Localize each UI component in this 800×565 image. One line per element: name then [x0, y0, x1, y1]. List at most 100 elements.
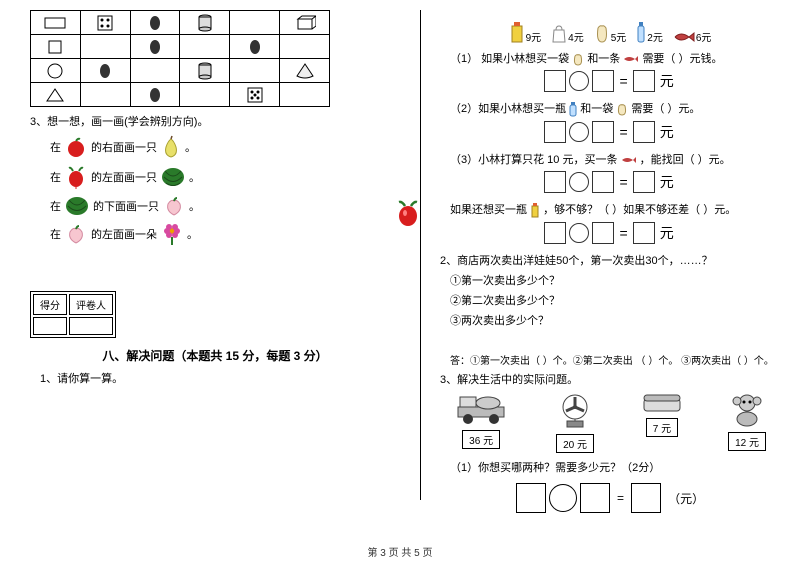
blank-box: [633, 121, 655, 143]
blank-circle: [569, 223, 589, 243]
price-label: 5元: [611, 29, 627, 44]
text-post: 的下面画一只: [93, 198, 159, 214]
table-row: [31, 59, 330, 83]
sub-question-1: 1、请你算一算。: [40, 370, 400, 386]
blank-box: [516, 483, 546, 513]
oval-icon: [97, 63, 113, 79]
period: 。: [189, 169, 200, 185]
equals-sign: =: [619, 174, 627, 190]
dice-icon: [97, 15, 113, 31]
cone-icon: [296, 63, 314, 79]
score-cell: [33, 317, 67, 335]
equation-row: = 元: [440, 70, 780, 92]
peach-icon: [163, 195, 185, 217]
blank-circle: [569, 122, 589, 142]
blank-box: [544, 121, 566, 143]
sack-icon: [572, 52, 584, 66]
price-item: 2元: [636, 20, 663, 44]
grader-header: 评卷人: [69, 294, 113, 315]
sack-icon: [594, 22, 610, 44]
unit-yuan: 元: [660, 172, 674, 192]
apple-icon: [65, 136, 87, 158]
column-divider: [420, 10, 421, 500]
pear-icon: [161, 135, 181, 159]
price-item: 4元: [551, 24, 584, 44]
fish-icon: [673, 30, 695, 44]
toy-item: 12 元: [714, 393, 780, 453]
fish-icon: [623, 54, 639, 64]
unit-yuan: 元: [660, 71, 674, 91]
equation-row: = 元: [440, 121, 780, 143]
sub-q-1-3: （3）小林打算只花 10 元，买一条 ，能找回（ ）元。: [450, 151, 780, 167]
cuboid-icon: [294, 15, 316, 31]
oval-icon: [147, 39, 163, 55]
equals-sign: =: [619, 225, 627, 241]
fruit-row: 在 的下面画一只 。: [50, 195, 400, 217]
equals-sign: =: [619, 73, 627, 89]
bag-icon: [551, 24, 567, 44]
price-label: 2元: [647, 29, 663, 44]
shape-match-table: [30, 10, 330, 107]
fan-icon: [557, 393, 593, 429]
price-item: 9元: [509, 20, 542, 44]
blank-circle: [549, 484, 577, 512]
q3-sub-1: （1）你想买哪两种？需要多少元？（2分）: [450, 459, 780, 475]
fruit-row: 在 的右面画一只 。: [50, 135, 400, 159]
equals-sign: =: [617, 491, 624, 505]
truck-icon: [456, 393, 506, 425]
left-column: 3、想一想，画一画(学会辨别方向)。 在 的右面画一只 。 在 的左面画一只 。…: [30, 10, 400, 390]
text-post: 的左面画一朵: [91, 226, 157, 242]
price-item: 6元: [673, 29, 712, 44]
toy-item: 20 元: [540, 393, 610, 453]
blank-box: [544, 70, 566, 92]
blank-box: [633, 222, 655, 244]
text-post: 的右面画一只: [91, 139, 157, 155]
q-text: 需要（ ）元。: [631, 103, 700, 115]
blank-circle: [569, 172, 589, 192]
toy-price: 20 元: [556, 434, 594, 453]
question-3: 3、解决生活中的实际问题。: [440, 371, 780, 387]
detergent-icon: [530, 202, 540, 218]
question-3-title: 3、想一想，画一画(学会辨别方向)。: [30, 113, 400, 129]
q-text: 和一袋: [580, 103, 613, 115]
page-footer: 第 3 页 共 5 页: [0, 544, 800, 559]
q-text: （2）如果小林想买一瓶: [450, 103, 566, 115]
sack-icon: [616, 102, 628, 116]
score-box: 得分评卷人: [30, 291, 116, 338]
text-pre: 在: [50, 169, 61, 185]
oval-icon: [147, 15, 163, 31]
blank-box: [592, 121, 614, 143]
q2-opt-2: ②第二次卖出多少个？: [450, 292, 780, 308]
can-icon: [198, 14, 212, 32]
blank-box: [592, 222, 614, 244]
pencil-case-icon: [642, 393, 682, 413]
blank-circle: [569, 71, 589, 91]
price-item: 5元: [594, 22, 627, 44]
blank-box: [633, 70, 655, 92]
q-text: ，够不够？（ ）如果不够还差（ ）元。: [543, 204, 736, 216]
fruit-row: 在 的左面画一只 。: [50, 165, 400, 189]
price-label: 9元: [526, 29, 542, 44]
blank-box: [544, 171, 566, 193]
dice-icon: [247, 87, 263, 103]
radish-icon: [395, 200, 421, 228]
watermelon-icon: [65, 195, 89, 217]
center-radish-graphic: [395, 200, 421, 231]
table-row: [31, 11, 330, 35]
fish-icon: [621, 155, 637, 165]
text-pre: 在: [50, 139, 61, 155]
section-8-title: 八、解决问题（本题共 15 分，每题 3 分）: [30, 347, 400, 364]
price-row: 9元 4元 5元 2元 6元: [440, 20, 780, 44]
q-text: 如果还想买一瓶: [450, 204, 527, 216]
blank-box: [580, 483, 610, 513]
q-text: 需要（ ）元钱。: [642, 53, 722, 65]
equation-row: = 元: [440, 222, 780, 244]
blank-box: [631, 483, 661, 513]
unit-yuan: 元: [660, 223, 674, 243]
q2-opt-3: ③两次卖出多少个？: [450, 312, 780, 328]
period: 。: [185, 139, 196, 155]
toy-price: 36 元: [462, 430, 500, 449]
q2-answer-line: 答：①第一次卖出（ ）个。②第二次卖出 （ ）个。 ③两次卖出（ ）个。: [450, 352, 780, 367]
text-pre: 在: [50, 198, 61, 214]
q-text: ，能找回（ ）元。: [640, 154, 731, 166]
